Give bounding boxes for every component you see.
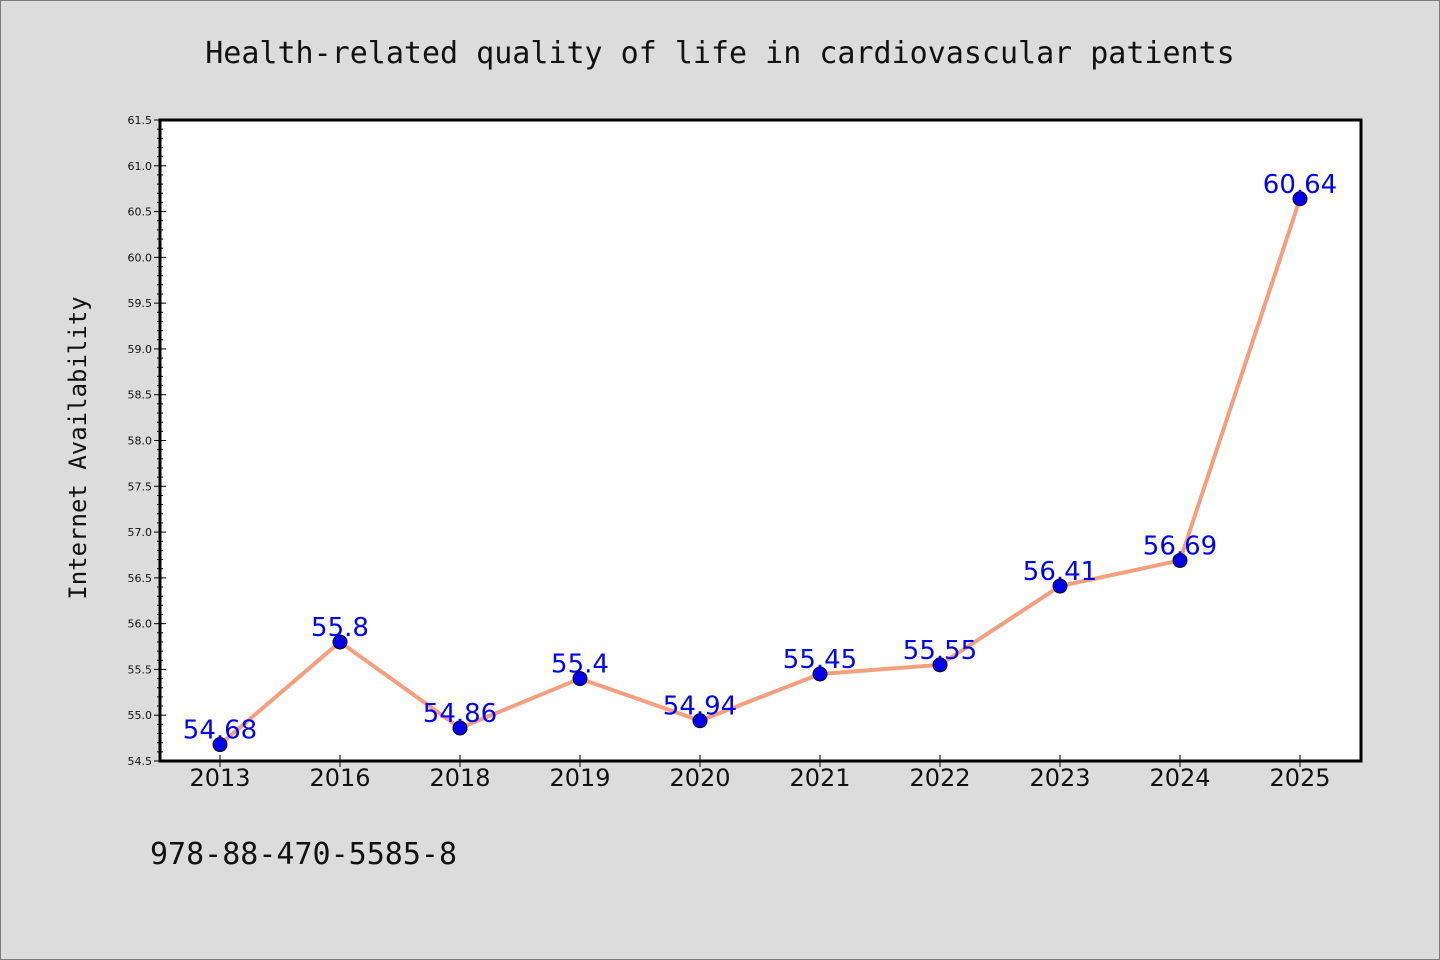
data-point (332, 634, 348, 650)
y-tick-label: 57.5 (128, 480, 153, 493)
x-tick-label: 2022 (909, 764, 970, 792)
data-label: 54.86 (423, 699, 497, 729)
x-tick-label: 2023 (1029, 764, 1090, 792)
y-axis-label: Internet Availability (64, 296, 92, 599)
y-tick-label: 56.5 (128, 572, 153, 585)
y-tick-label: 54.5 (128, 755, 153, 768)
y-tick-label: 60.5 (128, 206, 153, 219)
y-tick-label: 57.0 (128, 526, 153, 539)
data-point (452, 720, 468, 736)
footer-isbn: 978-88-470-5585-8 (150, 837, 457, 872)
x-tick-label: 2019 (549, 764, 610, 792)
series-line (218, 198, 1302, 747)
data-point (692, 713, 708, 729)
x-axis-ticks: 2013 2016 2018 2019 2020 2021 2022 2023 2024 2025 (189, 755, 1331, 792)
chart-title: Health-related quality of life in cardio… (205, 36, 1235, 71)
data-label: 54.68 (183, 716, 257, 746)
x-tick-label: 2018 (429, 764, 490, 792)
plot-background (158, 118, 1363, 763)
y-tick-label: 55.0 (128, 709, 153, 722)
data-label: 55.4 (551, 650, 609, 680)
data-label: 56.41 (1023, 557, 1097, 587)
plot-area (158, 118, 1363, 763)
data-label: 60.64 (1263, 170, 1337, 200)
data-label: 54.94 (663, 692, 737, 722)
y-tick-label: 61.5 (128, 114, 153, 127)
data-point (212, 737, 228, 753)
data-point (572, 671, 588, 687)
series-layer (212, 191, 1308, 753)
y-tick-label: 60.0 (128, 251, 153, 264)
data-point (1052, 578, 1068, 594)
data-label: 55.45 (783, 645, 857, 675)
y-tick-label: 58.5 (128, 389, 153, 402)
data-label: 56.69 (1143, 531, 1217, 561)
data-point (1172, 552, 1188, 568)
y-tick-label: 59.5 (128, 297, 153, 310)
x-tick-label: 2024 (1149, 764, 1210, 792)
x-tick-label: 2021 (789, 764, 850, 792)
y-tick-label: 61.0 (128, 160, 153, 173)
x-tick-label: 2013 (189, 764, 250, 792)
y-tick-label: 58.0 (128, 435, 153, 448)
x-tick-label: 2016 (309, 764, 370, 792)
y-tick-label: 56.0 (128, 618, 153, 631)
y-tick-label: 55.5 (128, 663, 153, 676)
data-point (812, 666, 828, 682)
data-label: 55.8 (311, 613, 369, 643)
x-tick-label: 2025 (1269, 764, 1330, 792)
y-axis-ticks: 54.5 55.0 55.5 56.0 56.5 57.0 57.5 58.0 58.5 59.0… (128, 114, 166, 768)
x-tick-label: 2020 (669, 764, 730, 792)
data-label: 55.55 (903, 636, 977, 666)
data-point (1292, 191, 1308, 207)
data-labels: 54.68 55.8 54.86 55.4 54.94 55.45 55.55 56.41 56… (183, 170, 1337, 746)
y-tick-label: 59.0 (128, 343, 153, 356)
data-point (932, 657, 948, 673)
